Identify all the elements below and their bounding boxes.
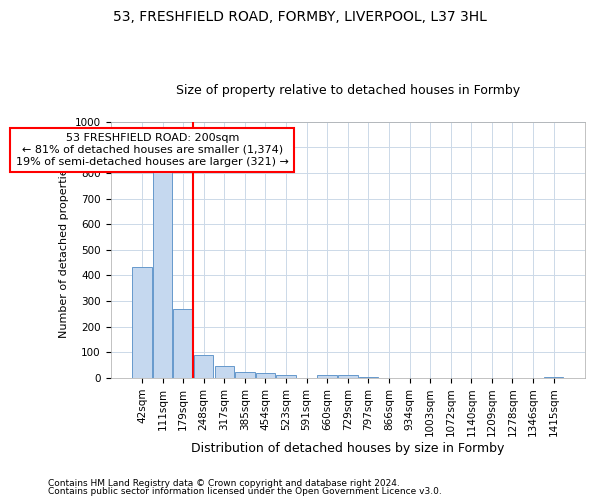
Bar <box>276 376 296 378</box>
Bar <box>132 266 152 378</box>
Y-axis label: Number of detached properties: Number of detached properties <box>59 162 69 338</box>
Text: Contains HM Land Registry data © Crown copyright and database right 2024.: Contains HM Land Registry data © Crown c… <box>48 478 400 488</box>
X-axis label: Distribution of detached houses by size in Formby: Distribution of detached houses by size … <box>191 442 505 455</box>
Title: Size of property relative to detached houses in Formby: Size of property relative to detached ho… <box>176 84 520 97</box>
Bar <box>173 309 193 378</box>
Bar <box>317 376 337 378</box>
Bar <box>153 168 172 378</box>
Text: 53, FRESHFIELD ROAD, FORMBY, LIVERPOOL, L37 3HL: 53, FRESHFIELD ROAD, FORMBY, LIVERPOOL, … <box>113 10 487 24</box>
Bar <box>215 366 234 378</box>
Bar <box>544 376 563 378</box>
Bar <box>194 355 214 378</box>
Text: 53 FRESHFIELD ROAD: 200sqm
← 81% of detached houses are smaller (1,374)
19% of s: 53 FRESHFIELD ROAD: 200sqm ← 81% of deta… <box>16 134 289 166</box>
Text: Contains public sector information licensed under the Open Government Licence v3: Contains public sector information licen… <box>48 487 442 496</box>
Bar <box>235 372 254 378</box>
Bar <box>338 376 358 378</box>
Bar <box>256 374 275 378</box>
Bar <box>359 376 378 378</box>
